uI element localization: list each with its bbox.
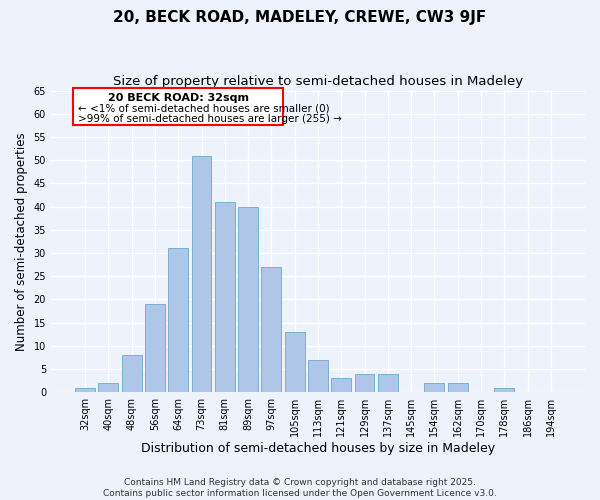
Bar [145,304,165,392]
Title: Size of property relative to semi-detached houses in Madeley: Size of property relative to semi-detach… [113,75,523,88]
Text: Contains HM Land Registry data © Crown copyright and database right 2025.
Contai: Contains HM Land Registry data © Crown c… [103,478,497,498]
Bar [191,156,211,392]
Bar [215,202,235,392]
Text: ← <1% of semi-detached houses are smaller (0): ← <1% of semi-detached houses are smalle… [78,103,330,113]
Text: 20, BECK ROAD, MADELEY, CREWE, CW3 9JF: 20, BECK ROAD, MADELEY, CREWE, CW3 9JF [113,10,487,25]
Bar [494,388,514,392]
Bar [308,360,328,392]
Text: 20 BECK ROAD: 32sqm: 20 BECK ROAD: 32sqm [108,93,249,103]
Bar [98,383,118,392]
Text: >99% of semi-detached houses are larger (255) →: >99% of semi-detached houses are larger … [78,114,342,124]
Bar [238,206,258,392]
Bar [262,267,281,392]
X-axis label: Distribution of semi-detached houses by size in Madeley: Distribution of semi-detached houses by … [141,442,495,455]
Y-axis label: Number of semi-detached properties: Number of semi-detached properties [15,132,28,351]
FancyBboxPatch shape [73,88,283,126]
Bar [424,383,444,392]
Bar [169,248,188,392]
Bar [285,332,305,392]
Bar [122,355,142,393]
Bar [448,383,467,392]
Bar [75,388,95,392]
Bar [355,374,374,392]
Bar [378,374,398,392]
Bar [331,378,351,392]
